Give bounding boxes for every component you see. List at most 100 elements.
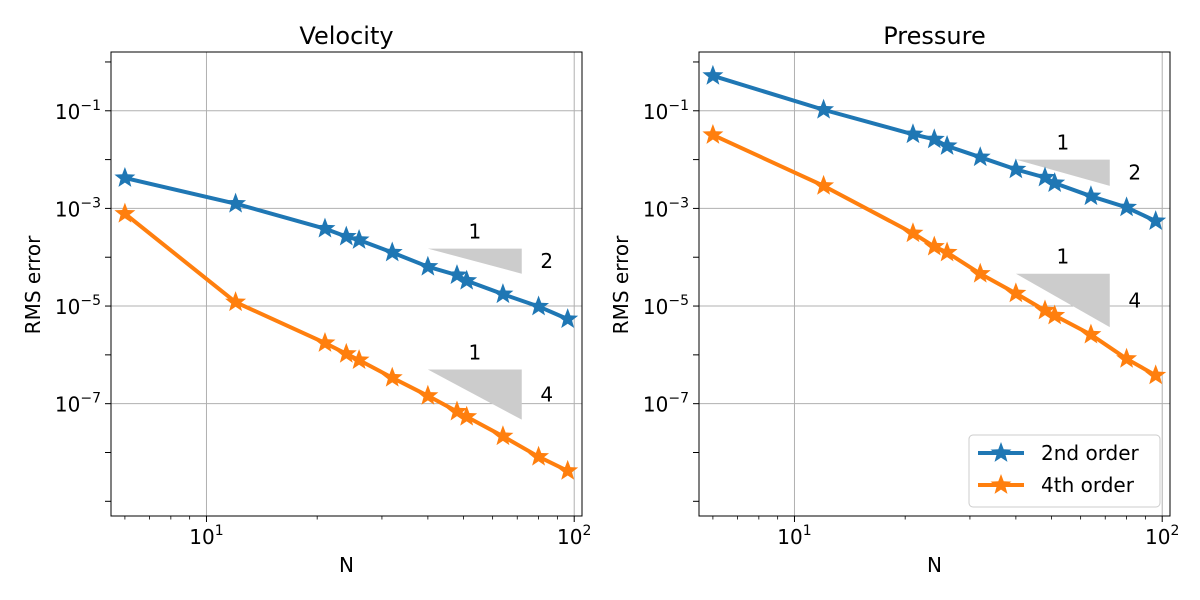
y-tick-label: 10−3 [55, 195, 101, 221]
y-tick-label-base: 10 [55, 295, 80, 319]
data-point-star [417, 255, 439, 276]
chart-title: Velocity [299, 22, 393, 50]
data-point-star [114, 202, 136, 223]
data-point-star [381, 241, 403, 262]
series-line-4th-order [123, 212, 569, 473]
data-point-star [1116, 347, 1138, 368]
data-point-star [902, 222, 924, 243]
legend: 2nd order 4th order [968, 434, 1161, 508]
y-tick-label: 10−1 [55, 98, 101, 124]
data-point-star [314, 217, 336, 238]
y-tick-label-base: 10 [55, 100, 80, 124]
x-axis-label: N [339, 553, 354, 577]
y-tick-label: 10−3 [643, 195, 689, 221]
x-tick-label-exponent: 1 [215, 523, 224, 539]
data-point-star [936, 134, 958, 155]
data-point-star [1116, 196, 1138, 217]
data-point-star [813, 174, 835, 195]
slope-run-label: 1 [1056, 131, 1069, 155]
y-tick-label-base: 10 [643, 393, 668, 417]
x-tick-label-base: 10 [777, 525, 802, 549]
y-tick-label: 10−7 [643, 391, 689, 417]
chart-title: Pressure [883, 22, 985, 50]
data-point-star [557, 308, 579, 329]
y-tick-label-base: 10 [643, 197, 668, 221]
data-point-star [702, 123, 724, 144]
data-point-star [528, 445, 550, 466]
data-point-star [813, 98, 835, 119]
slope-triangle [1015, 159, 1110, 186]
slope-triangle [1015, 273, 1110, 328]
data-point-star [314, 331, 336, 352]
slope-run-label: 1 [1056, 245, 1069, 269]
y-tick-label: 10−5 [643, 293, 689, 319]
data-point-star [225, 291, 247, 312]
x-tick-label: 101 [777, 523, 811, 549]
data-point-star [702, 64, 724, 85]
y-axis-label: RMS error [21, 235, 45, 334]
data-point-star [446, 400, 468, 421]
data-point-star [348, 349, 370, 370]
slope-rise-label: 2 [540, 249, 553, 273]
data-point-star [923, 128, 945, 149]
data-point-star [225, 192, 247, 213]
y-tick-label-exponent: −7 [80, 391, 101, 407]
data-point-star [557, 459, 579, 480]
slope-triangle [427, 248, 522, 274]
x-tick-label: 102 [1145, 523, 1179, 549]
data-point-star [1034, 166, 1056, 187]
data-point-star [492, 283, 514, 304]
series-line-2nd-order [712, 73, 1157, 223]
series-line-4th-order [712, 133, 1157, 378]
x-tick-label-base: 10 [1145, 525, 1170, 549]
data-point-star [936, 241, 958, 262]
slope-run-label: 1 [468, 220, 481, 244]
x-tick-label-exponent: 2 [582, 523, 591, 539]
data-point-star [1005, 282, 1027, 303]
slope-rise-label: 4 [1128, 288, 1141, 312]
x-tick-label-exponent: 2 [1170, 523, 1179, 539]
legend-marker-star [990, 474, 1012, 494]
data-point-star [1080, 323, 1102, 344]
slope-rise-label: 4 [540, 383, 553, 407]
y-tick-label-exponent: −1 [80, 98, 101, 114]
y-tick-label-exponent: −5 [668, 293, 689, 309]
data-point-star [1034, 299, 1056, 320]
data-point-star [528, 295, 550, 316]
y-tick-label-base: 10 [643, 295, 668, 319]
legend-label: 4th order [1041, 473, 1135, 497]
data-point-star [923, 235, 945, 256]
series-line-2nd-order [124, 176, 569, 321]
y-tick-label-base: 10 [55, 197, 80, 221]
axes-frame [698, 51, 1171, 517]
y-axis-label: RMS error [609, 235, 633, 334]
data-point-star [335, 342, 357, 363]
data-point-star [335, 225, 357, 246]
legend-marker-star [990, 442, 1012, 462]
data-point-star [1145, 210, 1167, 230]
y-tick-label-exponent: −1 [668, 98, 689, 114]
data-point-star [348, 229, 370, 249]
x-tick-label-base: 10 [557, 525, 582, 549]
y-tick-label-exponent: −5 [80, 293, 101, 309]
x-tick-label-base: 10 [189, 525, 214, 549]
plot-area [111, 52, 582, 516]
y-tick-label-exponent: −7 [668, 391, 689, 407]
data-point-star [456, 405, 478, 426]
x-tick-label-exponent: 1 [803, 523, 812, 539]
x-axis-label: N [927, 553, 942, 577]
slope-run-label: 1 [468, 341, 481, 365]
data-point-star [1145, 364, 1167, 385]
data-point-star [1044, 172, 1066, 192]
y-tick-label: 10−5 [55, 293, 101, 319]
y-tick-label-exponent: −3 [80, 195, 101, 211]
data-point-star [1005, 158, 1027, 179]
slope-rise-label: 2 [1128, 161, 1141, 185]
y-tick-label-base: 10 [55, 393, 80, 417]
data-point-star [492, 425, 514, 446]
data-point-star [969, 262, 991, 283]
legend-label: 2nd order [1041, 441, 1140, 465]
